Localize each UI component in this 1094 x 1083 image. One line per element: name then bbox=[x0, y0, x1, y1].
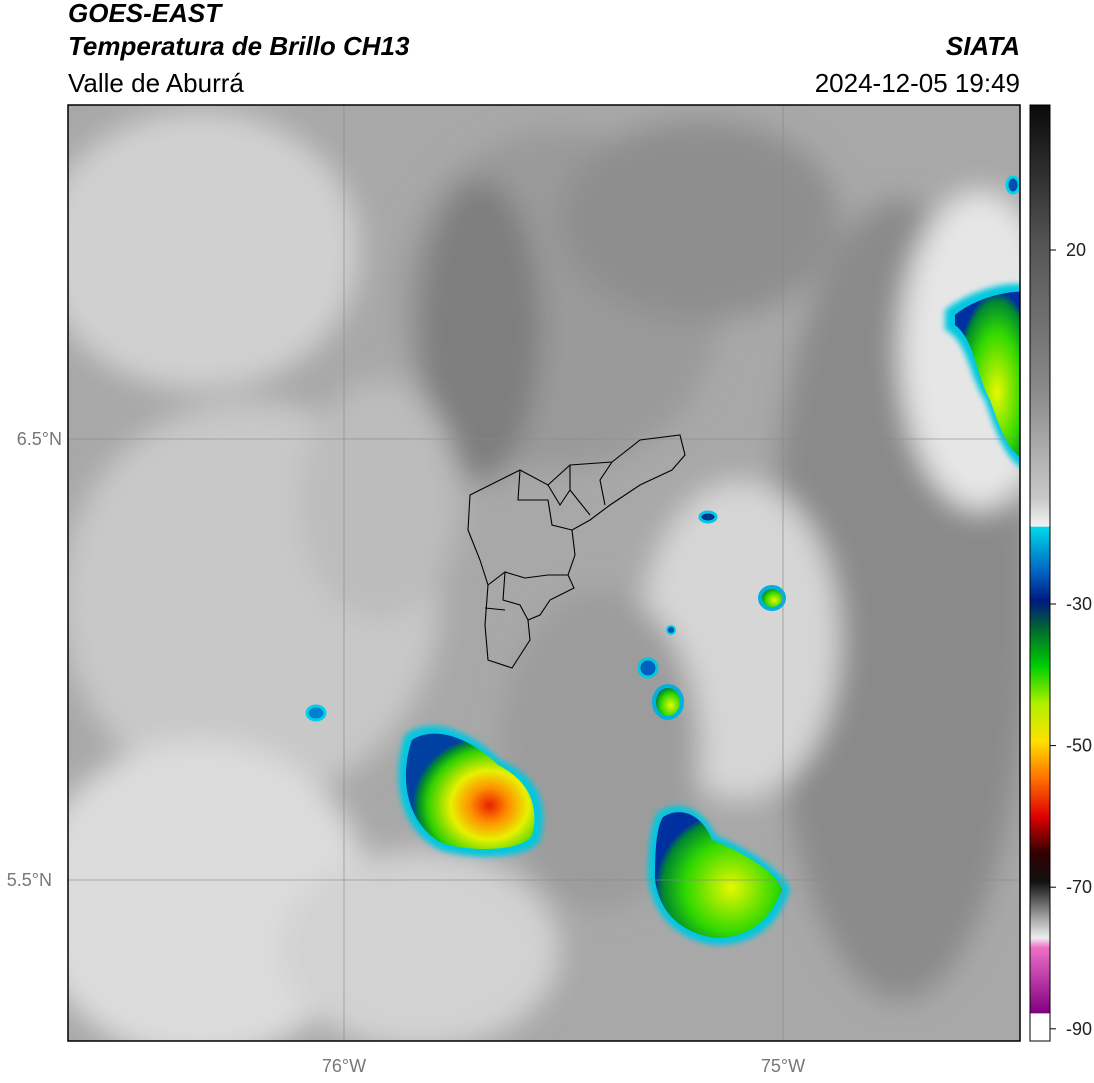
colorbar-tick-label: -50 bbox=[1066, 736, 1092, 756]
colorbar-tick-label: 20 bbox=[1066, 240, 1086, 260]
map-frame bbox=[67, 104, 1021, 1042]
satellite-image bbox=[68, 105, 1020, 1041]
lat-label: 5.5°N bbox=[7, 870, 52, 890]
municipality-boundaries bbox=[467, 434, 686, 669]
colorbar-ticks: 20 -30 -50 -70 -90 bbox=[1050, 240, 1092, 1039]
source: SIATA bbox=[946, 31, 1020, 61]
colorbar bbox=[1029, 104, 1051, 1042]
title: GOES-EAST bbox=[68, 0, 223, 28]
colorbar-tick-label: -90 bbox=[1066, 1019, 1092, 1039]
lon-label: 75°W bbox=[761, 1056, 805, 1076]
region: Valle de Aburrá bbox=[68, 68, 244, 98]
colorbar-tick-label: -30 bbox=[1066, 594, 1092, 614]
subtitle: Temperatura de Brillo CH13 bbox=[68, 31, 410, 61]
colorbar-tick-label: -70 bbox=[1066, 877, 1092, 897]
datetime: 2024-12-05 19:49 bbox=[815, 68, 1020, 98]
lon-label: 76°W bbox=[322, 1056, 366, 1076]
lat-label: 6.5°N bbox=[17, 429, 62, 449]
